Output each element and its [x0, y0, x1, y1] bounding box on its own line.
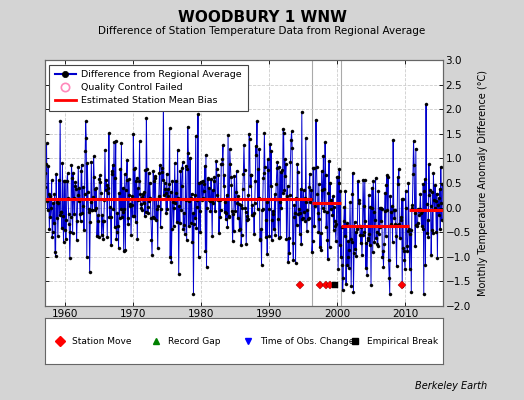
Text: Berkeley Earth: Berkeley Earth — [415, 381, 487, 391]
Text: Record Gap: Record Gap — [168, 336, 221, 346]
Y-axis label: Monthly Temperature Anomaly Difference (°C): Monthly Temperature Anomaly Difference (… — [478, 70, 488, 296]
Text: Difference of Station Temperature Data from Regional Average: Difference of Station Temperature Data f… — [99, 26, 425, 36]
Text: Empirical Break: Empirical Break — [367, 336, 438, 346]
Text: Station Move: Station Move — [72, 336, 132, 346]
Text: WOODBURY 1 WNW: WOODBURY 1 WNW — [178, 10, 346, 25]
Legend: Difference from Regional Average, Quality Control Failed, Estimated Station Mean: Difference from Regional Average, Qualit… — [49, 65, 248, 111]
Text: Time of Obs. Change: Time of Obs. Change — [259, 336, 354, 346]
